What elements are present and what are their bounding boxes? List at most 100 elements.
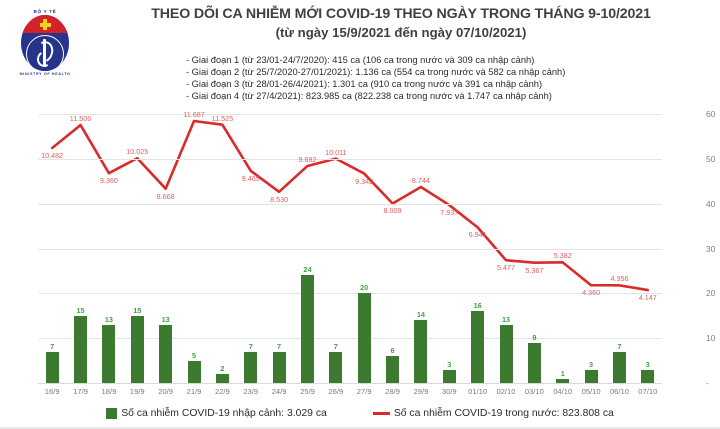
line-value-label: 10.025 xyxy=(126,147,149,157)
chart-legend: Số ca nhiễm COVID-19 nhập cảnh: 3.029 ca… xyxy=(0,408,720,419)
line-value-label: 5.382 xyxy=(553,251,572,261)
x-axis-tick-05-10: 05/10 xyxy=(581,387,601,396)
x-axis-tick-02-10: 02/10 xyxy=(496,387,516,396)
x-axis-tick-06-10: 06/10 xyxy=(609,387,629,396)
line-value-label: 10.011 xyxy=(325,147,347,157)
bar-imported-25-9 xyxy=(300,275,314,383)
legend-domestic-label: Số ca nhiễm COVID-19 trong nước: 823.808… xyxy=(393,408,614,419)
bar-imported-20-9 xyxy=(159,324,173,383)
x-axis-tick-21-9: 21/9 xyxy=(186,387,202,396)
bar-value-label: 7 xyxy=(50,341,55,351)
bar-imported-30-9 xyxy=(442,369,456,383)
line-value-label: 5.477 xyxy=(497,263,515,273)
bar-imported-18-9 xyxy=(102,324,116,383)
bottom-divider xyxy=(0,427,720,429)
legend-imported-label: Số ca nhiễm COVID-19 nhập cảnh: 3.029 ca xyxy=(121,408,327,419)
bar-imported-22-9 xyxy=(215,374,229,383)
logo-ring xyxy=(21,15,69,71)
legend-item-imported: Số ca nhiễm COVID-19 nhập cảnh: 3.029 ca xyxy=(106,408,327,419)
page-title: THEO DÕI CA NHIỄM MỚI COVID-19 THEO NGÀY… xyxy=(151,6,651,22)
line-value-label: 11.506 xyxy=(69,114,92,124)
logo-rod-icon xyxy=(43,39,46,67)
chart-header: BỘ Y TẾ MINISTRY OF HEALTH THEO DÕI CA N… xyxy=(0,0,720,104)
bar-imported-26-9 xyxy=(329,351,343,383)
line-value-label: 8.744 xyxy=(411,175,430,185)
line-value-label: 4.360 xyxy=(582,288,601,298)
bar-value-label: 24 xyxy=(303,265,312,275)
y-axis-right-tick: 20 xyxy=(706,288,716,299)
logo-top-text: BỘ Y TẾ xyxy=(33,9,57,14)
bar-imported-16-9 xyxy=(45,351,59,383)
legend-bar-swatch-icon xyxy=(106,408,118,419)
bar-imported-05-10 xyxy=(584,369,598,383)
chart-plot-wrapper: --2.000104.000206.000308.0004010.0005012… xyxy=(0,104,720,429)
bar-value-label: 7 xyxy=(333,341,338,351)
x-axis-tick-01-10: 01/10 xyxy=(468,387,488,396)
bar-imported-04-10 xyxy=(556,378,570,383)
line-value-label: 8.530 xyxy=(270,194,289,204)
line-value-label: 10.482 xyxy=(41,151,64,161)
bar-value-label: 5 xyxy=(191,350,197,360)
line-value-label: 8.668 xyxy=(156,191,175,201)
line-value-label: 8.009 xyxy=(383,206,402,216)
x-axis-tick-03-10: 03/10 xyxy=(524,387,544,396)
bar-value-label: 15 xyxy=(76,305,85,315)
bar-value-label: 13 xyxy=(161,314,170,324)
line-value-label: 9.465 xyxy=(241,173,260,183)
phase-line: - Giai đoạn 2 (từ 25/7/2020-27/01/2021):… xyxy=(186,66,566,77)
y-axis-right-tick: 10 xyxy=(706,333,716,344)
bar-imported-03-10 xyxy=(527,342,541,383)
bar-value-label: 7 xyxy=(248,341,253,351)
bar-value-label: 3 xyxy=(589,359,594,369)
x-axis-tick-18-9: 18/9 xyxy=(101,387,117,396)
y-axis-right-tick: 60 xyxy=(706,109,716,119)
bar-imported-28-9 xyxy=(386,356,400,383)
gridline xyxy=(38,338,662,340)
logo-cross-icon xyxy=(39,19,51,30)
x-axis-tick-16-9: 16/9 xyxy=(44,387,60,396)
x-axis-line xyxy=(38,383,662,384)
bar-value-label: 16 xyxy=(473,301,482,311)
x-axis-tick-24-9: 24/9 xyxy=(271,387,287,396)
bar-value-label: 13 xyxy=(501,314,511,324)
x-axis-tick-27-9: 27/9 xyxy=(356,387,372,396)
legend-item-domestic: Số ca nhiễm COVID-19 trong nước: 823.808… xyxy=(372,408,614,419)
x-axis-tick-23-9: 23/9 xyxy=(243,387,259,396)
line-value-label: 5.367 xyxy=(525,265,544,275)
chart-plot-area: --2.000104.000206.000308.0004010.0005012… xyxy=(38,109,715,396)
bar-imported-01-10 xyxy=(471,311,485,383)
x-axis-tick-19-9: 19/9 xyxy=(129,387,145,396)
line-value-label: 4.147 xyxy=(638,293,657,303)
x-axis-tick-25-9: 25/9 xyxy=(300,387,315,396)
logo-bottom-text: MINISTRY OF HEALTH xyxy=(19,72,71,76)
bar-value-label: 1 xyxy=(560,368,565,378)
bar-imported-02-10 xyxy=(499,324,513,383)
bar-imported-21-9 xyxy=(187,360,201,383)
line-value-label: 9.342 xyxy=(355,176,374,186)
bar-value-label: 13 xyxy=(104,314,113,324)
line-value-label: 4.356 xyxy=(610,274,629,284)
x-axis-tick-28-9: 28/9 xyxy=(385,387,400,396)
x-axis-tick-07-10: 07/10 xyxy=(638,387,658,396)
line-value-label: 9.360 xyxy=(99,176,118,186)
bar-value-label: 15 xyxy=(133,305,142,315)
gridline xyxy=(38,158,662,160)
bar-imported-24-9 xyxy=(272,351,286,383)
line-value-label: 6.941 xyxy=(468,230,487,240)
x-axis-tick-29-9: 29/9 xyxy=(413,387,429,396)
bar-value-label: 20 xyxy=(360,283,369,293)
phase-line: - Giai đoạn 4 (từ 27/4/2021): 823.985 ca… xyxy=(186,90,552,101)
x-axis-tick-30-9: 30/9 xyxy=(441,387,457,396)
bar-value-label: 7 xyxy=(277,341,282,351)
x-axis-tick-22-9: 22/9 xyxy=(214,387,230,396)
bar-imported-07-10 xyxy=(641,369,655,383)
line-value-label: 11.687 xyxy=(183,110,205,120)
x-axis-tick-17-9: 17/9 xyxy=(73,387,88,396)
line-value-label: 7.937 xyxy=(440,208,459,218)
y-axis-right-tick: 40 xyxy=(706,198,716,209)
gridline xyxy=(38,114,662,115)
bar-imported-29-9 xyxy=(414,320,428,383)
legend-line-swatch-icon xyxy=(372,412,390,415)
gridline xyxy=(38,248,662,250)
phase-summary-list: - Giai đoạn 1 (từ 23/01-24/7/2020): 415 … xyxy=(186,55,706,103)
